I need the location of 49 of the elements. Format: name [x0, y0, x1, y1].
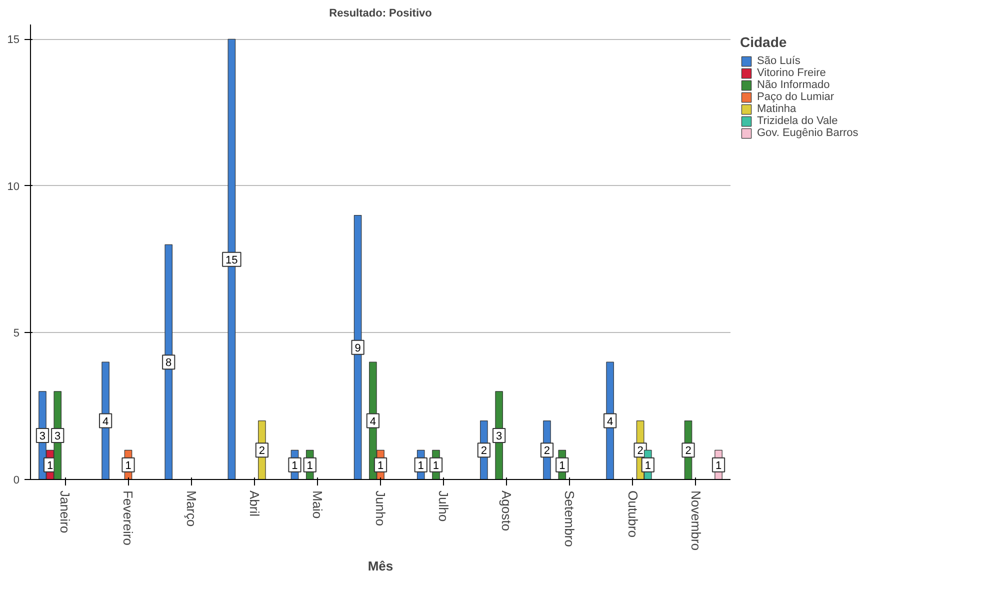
data-label: 1	[306, 460, 313, 472]
x-tick-label: Maio	[310, 490, 325, 519]
x-axis-title: Mês	[368, 558, 394, 574]
data-label: 1	[377, 460, 384, 472]
data-label: 4	[102, 416, 109, 428]
chart-title: Resultado: Positivo	[329, 8, 432, 20]
data-label: 2	[637, 445, 644, 458]
legend-label: Gov. Eugênio Barros	[757, 127, 858, 139]
data-label: 2	[480, 445, 487, 458]
x-tick-label: Setembro	[562, 490, 578, 547]
x-tick-label: Junho	[373, 490, 388, 526]
x-tick-label: Novembro	[688, 490, 704, 550]
legend-label: Paço do Lumiar	[757, 91, 834, 103]
data-label: 8	[166, 357, 172, 370]
data-label: 3	[39, 430, 46, 442]
legend-title: Cidade	[740, 34, 788, 50]
legend-label: Vitorino Freire	[757, 67, 826, 79]
data-label: 2	[544, 445, 550, 458]
data-label: 2	[685, 445, 692, 458]
data-label: 15	[226, 254, 238, 266]
data-label: 9	[354, 342, 361, 354]
y-tick-label: 5	[13, 328, 20, 340]
data-label: 1	[432, 460, 440, 472]
data-label: 1	[125, 460, 132, 472]
data-label: 3	[496, 430, 502, 442]
y-tick-label: 10	[7, 180, 20, 193]
x-tick-label: Outubro	[625, 490, 640, 538]
data-label: 1	[292, 460, 298, 472]
x-tick-label: Janeiro	[58, 490, 73, 534]
data-label: 1	[644, 460, 651, 472]
data-label: 4	[370, 416, 376, 428]
data-label: 1	[418, 460, 424, 472]
y-tick-label: 0	[13, 474, 20, 486]
data-label: 1	[559, 460, 566, 472]
x-tick-label: Abril	[246, 490, 262, 517]
x-tick-label: Março	[184, 490, 199, 527]
legend-label: Trizidela do Vale	[757, 115, 838, 127]
data-label: 3	[54, 430, 61, 442]
x-tick-label: Fevereiro	[120, 490, 136, 546]
legend-label: São Luís	[757, 55, 800, 67]
legend-label: Matinha	[757, 103, 796, 115]
data-label: 1	[46, 460, 54, 472]
data-label: 1	[715, 460, 722, 472]
x-tick-label: Julho	[436, 490, 452, 522]
x-tick-label: Agosto	[499, 490, 514, 531]
data-label: 4	[606, 416, 614, 428]
data-label: 2	[258, 445, 266, 458]
y-tick-label: 15	[7, 34, 20, 46]
legend-label: Não Informado	[757, 79, 830, 91]
